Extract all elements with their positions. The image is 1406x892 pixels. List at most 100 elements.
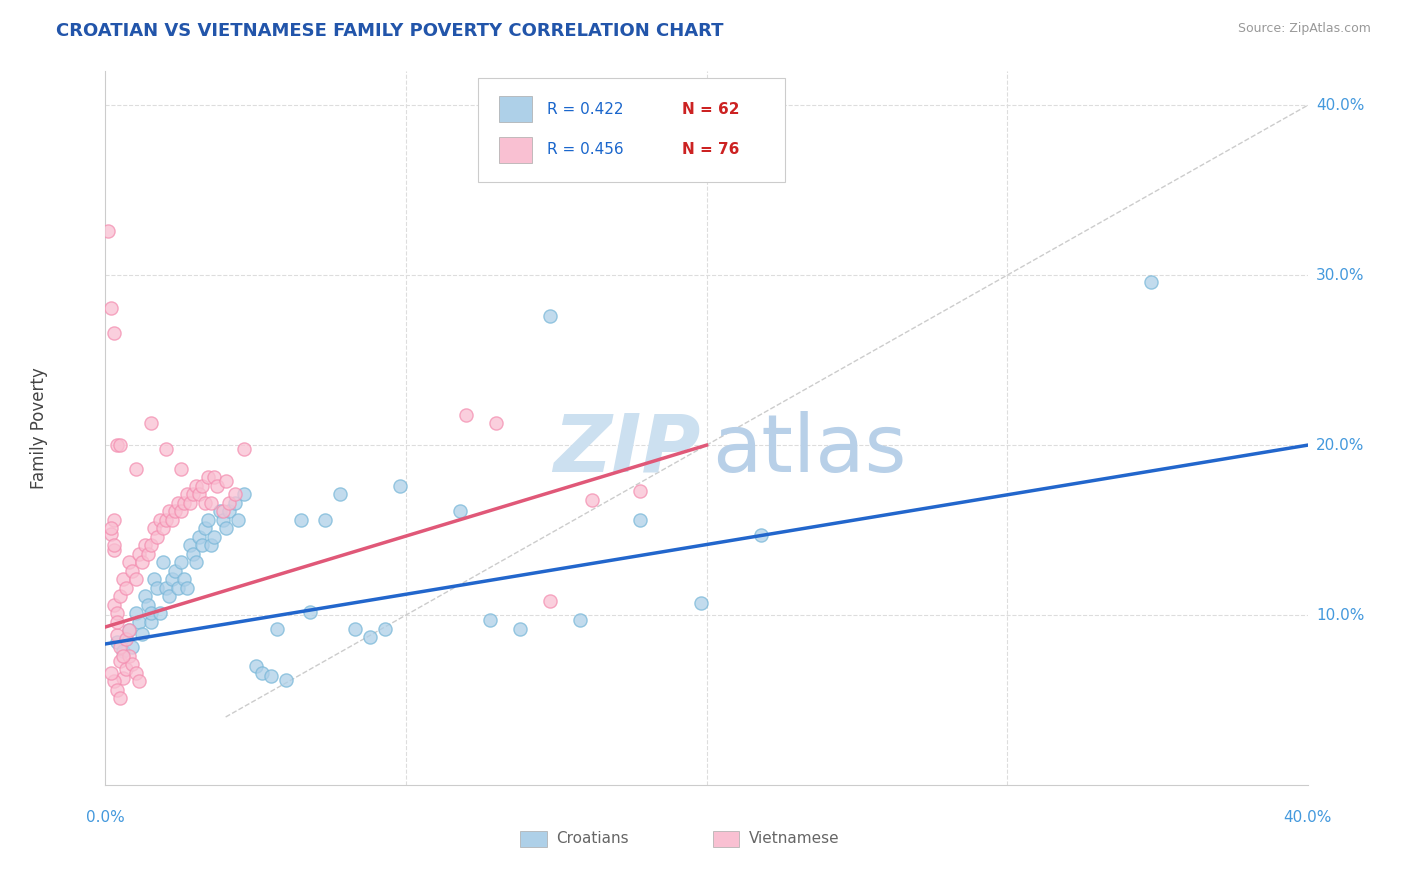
Point bbox=[107, 635, 129, 649]
Point bbox=[115, 662, 138, 676]
Point bbox=[103, 674, 125, 689]
Point bbox=[211, 504, 233, 518]
Point bbox=[103, 598, 125, 612]
Point bbox=[131, 555, 153, 569]
Point bbox=[148, 513, 170, 527]
Point bbox=[118, 624, 141, 638]
Point bbox=[124, 573, 146, 587]
Text: N = 76: N = 76 bbox=[682, 143, 740, 157]
Point bbox=[139, 416, 162, 430]
Point bbox=[152, 555, 174, 569]
Point bbox=[107, 682, 129, 697]
Point bbox=[107, 438, 129, 452]
Point bbox=[121, 640, 143, 655]
Text: N = 62: N = 62 bbox=[682, 102, 740, 117]
Point bbox=[454, 408, 477, 422]
Point bbox=[176, 487, 198, 501]
Point bbox=[136, 547, 159, 561]
Point bbox=[112, 671, 135, 685]
Point bbox=[200, 496, 222, 510]
Point bbox=[232, 487, 254, 501]
Point bbox=[131, 626, 153, 640]
Point bbox=[266, 622, 288, 636]
Point bbox=[343, 622, 366, 636]
Point bbox=[169, 462, 191, 476]
Point bbox=[179, 496, 201, 510]
Point bbox=[100, 301, 122, 315]
Point bbox=[139, 615, 162, 629]
Point bbox=[169, 504, 191, 518]
Text: 10.0%: 10.0% bbox=[1316, 607, 1364, 623]
Point bbox=[152, 521, 174, 535]
Point bbox=[538, 594, 561, 608]
Point bbox=[142, 521, 165, 535]
Point bbox=[103, 326, 125, 340]
Point bbox=[224, 496, 246, 510]
Text: 20.0%: 20.0% bbox=[1316, 438, 1364, 452]
Point bbox=[173, 573, 195, 587]
Point bbox=[107, 607, 129, 621]
Point bbox=[112, 573, 135, 587]
Point bbox=[509, 622, 531, 636]
Point bbox=[112, 648, 135, 663]
Point bbox=[110, 438, 132, 452]
Point bbox=[485, 416, 508, 430]
Point bbox=[194, 521, 217, 535]
Point bbox=[202, 530, 225, 544]
Point bbox=[115, 632, 138, 646]
Point bbox=[224, 487, 246, 501]
Text: R = 0.456: R = 0.456 bbox=[547, 143, 623, 157]
Point bbox=[232, 442, 254, 456]
Point bbox=[194, 496, 217, 510]
Point bbox=[208, 504, 231, 518]
Point bbox=[173, 496, 195, 510]
Point bbox=[479, 613, 502, 627]
Point bbox=[290, 513, 312, 527]
Point bbox=[329, 487, 352, 501]
FancyBboxPatch shape bbox=[713, 831, 740, 847]
Point bbox=[134, 538, 156, 552]
Point bbox=[374, 622, 396, 636]
Point bbox=[197, 513, 219, 527]
Point bbox=[112, 644, 135, 658]
Point bbox=[274, 673, 297, 687]
Point bbox=[298, 605, 321, 619]
Point bbox=[581, 492, 603, 507]
Point bbox=[145, 530, 167, 544]
Point bbox=[749, 528, 772, 542]
Point bbox=[181, 547, 204, 561]
Point bbox=[107, 628, 129, 642]
Text: CROATIAN VS VIETNAMESE FAMILY POVERTY CORRELATION CHART: CROATIAN VS VIETNAMESE FAMILY POVERTY CO… bbox=[56, 22, 724, 40]
Point bbox=[97, 224, 120, 238]
Point bbox=[121, 564, 143, 578]
Point bbox=[200, 538, 222, 552]
Text: 40.0%: 40.0% bbox=[1316, 98, 1364, 113]
Point bbox=[110, 590, 132, 604]
Point bbox=[155, 442, 177, 456]
Text: Source: ZipAtlas.com: Source: ZipAtlas.com bbox=[1237, 22, 1371, 36]
Point bbox=[184, 555, 207, 569]
Point bbox=[100, 521, 122, 535]
Point bbox=[214, 474, 236, 488]
Point bbox=[166, 496, 188, 510]
Point bbox=[118, 555, 141, 569]
Point bbox=[155, 513, 177, 527]
Text: Croatians: Croatians bbox=[557, 831, 628, 846]
Point bbox=[245, 659, 267, 673]
Point bbox=[100, 665, 122, 680]
Point bbox=[214, 521, 236, 535]
FancyBboxPatch shape bbox=[499, 96, 533, 122]
Point bbox=[103, 543, 125, 558]
FancyBboxPatch shape bbox=[520, 831, 547, 847]
Point bbox=[124, 665, 146, 680]
Point bbox=[689, 596, 711, 610]
Point bbox=[190, 538, 212, 552]
Point bbox=[163, 504, 186, 518]
Text: 30.0%: 30.0% bbox=[1316, 268, 1364, 283]
Point bbox=[124, 607, 146, 621]
Point bbox=[118, 648, 141, 663]
Point bbox=[136, 598, 159, 612]
Point bbox=[160, 573, 183, 587]
Point bbox=[211, 513, 233, 527]
Point bbox=[110, 654, 132, 668]
